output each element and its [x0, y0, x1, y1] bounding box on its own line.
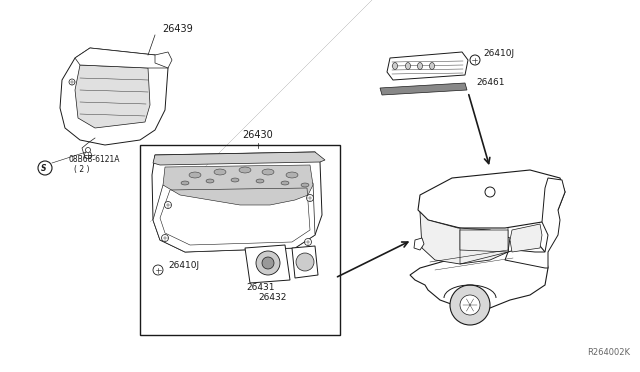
Circle shape — [161, 234, 168, 241]
Text: S: S — [41, 164, 47, 173]
Ellipse shape — [239, 167, 251, 173]
Circle shape — [86, 148, 90, 153]
Polygon shape — [163, 165, 313, 205]
Ellipse shape — [392, 62, 397, 70]
Ellipse shape — [231, 178, 239, 182]
Text: 08B68-6121A: 08B68-6121A — [68, 155, 120, 164]
Circle shape — [450, 285, 490, 325]
Circle shape — [164, 202, 172, 208]
Text: 26430: 26430 — [243, 130, 273, 140]
Polygon shape — [155, 52, 172, 68]
Ellipse shape — [281, 181, 289, 185]
Polygon shape — [410, 238, 548, 308]
Text: ( 2 ): ( 2 ) — [74, 165, 90, 174]
Ellipse shape — [262, 169, 274, 175]
Ellipse shape — [206, 179, 214, 183]
Circle shape — [69, 79, 75, 85]
Ellipse shape — [301, 183, 309, 187]
Text: 26410J: 26410J — [483, 49, 514, 58]
Ellipse shape — [286, 172, 298, 178]
Polygon shape — [510, 224, 542, 252]
Polygon shape — [420, 212, 510, 264]
Polygon shape — [75, 65, 150, 128]
Polygon shape — [75, 48, 168, 68]
Text: 26431: 26431 — [246, 283, 275, 292]
Circle shape — [485, 187, 495, 197]
Polygon shape — [245, 245, 290, 283]
Circle shape — [153, 265, 163, 275]
Polygon shape — [153, 183, 315, 252]
Circle shape — [256, 251, 280, 275]
Circle shape — [470, 55, 480, 65]
Ellipse shape — [417, 62, 422, 70]
Ellipse shape — [256, 179, 264, 183]
Polygon shape — [380, 83, 467, 95]
Polygon shape — [418, 170, 565, 228]
Polygon shape — [292, 246, 318, 278]
Ellipse shape — [406, 62, 410, 70]
Polygon shape — [387, 52, 468, 80]
Polygon shape — [153, 152, 325, 165]
Circle shape — [84, 151, 92, 158]
Ellipse shape — [189, 172, 201, 178]
Text: 26439: 26439 — [163, 24, 193, 34]
Text: 26432: 26432 — [258, 293, 286, 302]
Circle shape — [307, 195, 314, 202]
Circle shape — [262, 257, 274, 269]
Circle shape — [460, 295, 480, 315]
Ellipse shape — [181, 181, 189, 185]
Ellipse shape — [429, 62, 435, 70]
Ellipse shape — [214, 169, 226, 175]
Text: 26461: 26461 — [476, 78, 504, 87]
Text: 26410J: 26410J — [168, 261, 199, 270]
Text: R264002K: R264002K — [587, 348, 630, 357]
Bar — [140, 145, 340, 335]
Polygon shape — [152, 152, 322, 252]
Circle shape — [296, 253, 314, 271]
Polygon shape — [460, 230, 508, 252]
Polygon shape — [60, 48, 168, 145]
Polygon shape — [505, 178, 565, 268]
Polygon shape — [414, 238, 424, 250]
Circle shape — [305, 238, 312, 246]
